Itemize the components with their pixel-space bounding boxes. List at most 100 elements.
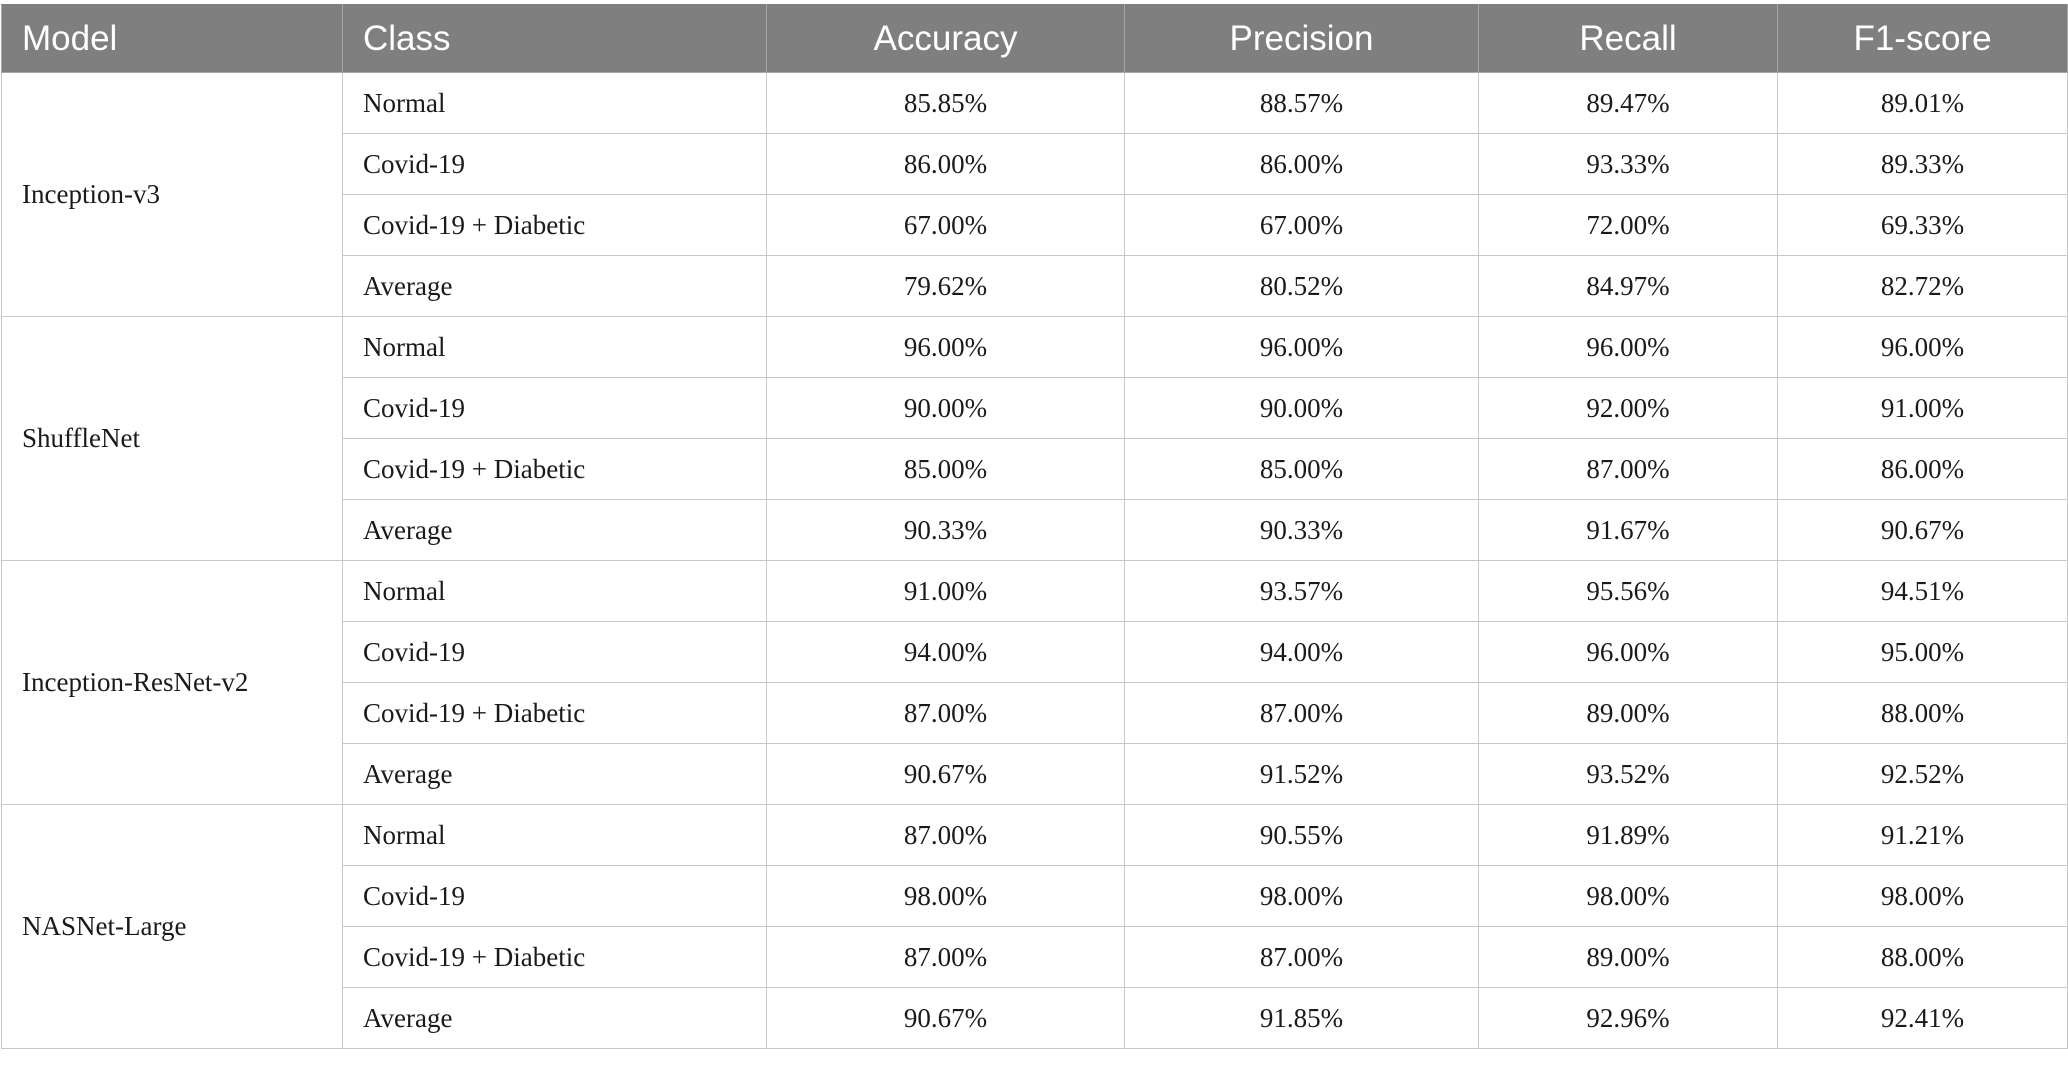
recall-cell: 98.00% <box>1478 865 1778 927</box>
recall-cell: 89.47% <box>1478 72 1778 134</box>
model-cell: Inception-v3 <box>1 72 343 317</box>
table-row: Covid-19 94.00% 94.00% 96.00% 95.00% <box>2 621 2068 683</box>
precision-cell: 87.00% <box>1124 682 1479 744</box>
results-table: Model Class Accuracy Precision Recall F1… <box>1 4 2068 1049</box>
accuracy-cell: 94.00% <box>766 621 1125 683</box>
precision-cell: 86.00% <box>1124 133 1479 195</box>
table-row: Covid-19 + Diabetic 87.00% 87.00% 89.00%… <box>2 682 2068 744</box>
accuracy-cell: 90.00% <box>766 377 1125 439</box>
precision-cell: 85.00% <box>1124 438 1479 500</box>
table-row: Covid-19 + Diabetic 87.00% 87.00% 89.00%… <box>2 926 2068 988</box>
model-cell: Inception-ResNet-v2 <box>1 560 343 805</box>
precision-cell: 90.55% <box>1124 804 1479 866</box>
accuracy-cell: 90.67% <box>766 987 1125 1049</box>
table-row: Average 90.67% 91.85% 92.96% 92.41% <box>2 987 2068 1049</box>
table-row: NASNet-Large Normal 87.00% 90.55% 91.89%… <box>1 804 2068 1049</box>
accuracy-cell: 87.00% <box>766 926 1125 988</box>
f1-cell: 88.00% <box>1777 926 2068 988</box>
class-cell: Normal <box>342 72 767 134</box>
recall-cell: 91.67% <box>1478 499 1778 561</box>
accuracy-cell: 96.00% <box>766 316 1125 378</box>
recall-cell: 96.00% <box>1478 316 1778 378</box>
f1-cell: 89.01% <box>1777 72 2068 134</box>
header-precision: Precision <box>1124 4 1479 73</box>
model-cell: NASNet-Large <box>1 804 343 1049</box>
class-cell: Normal <box>342 316 767 378</box>
header-row: Model Class Accuracy Precision Recall F1… <box>1 4 2068 73</box>
class-cell: Covid-19 <box>342 621 767 683</box>
table-row: Average 90.33% 90.33% 91.67% 90.67% <box>2 499 2068 561</box>
table-body: Inception-v3 Normal 85.85% 88.57% 89.47%… <box>1 72 2068 1049</box>
f1-cell: 95.00% <box>1777 621 2068 683</box>
precision-cell: 91.85% <box>1124 987 1479 1049</box>
recall-cell: 96.00% <box>1478 621 1778 683</box>
table-row: Covid-19 + Diabetic 85.00% 85.00% 87.00%… <box>2 438 2068 500</box>
precision-cell: 93.57% <box>1124 560 1479 622</box>
accuracy-cell: 85.00% <box>766 438 1125 500</box>
f1-cell: 69.33% <box>1777 194 2068 256</box>
header-accuracy: Accuracy <box>766 4 1125 73</box>
precision-cell: 88.57% <box>1124 72 1479 134</box>
accuracy-cell: 79.62% <box>766 255 1125 317</box>
f1-cell: 92.52% <box>1777 743 2068 805</box>
table-row: Covid-19 98.00% 98.00% 98.00% 98.00% <box>2 865 2068 927</box>
class-cell: Normal <box>342 560 767 622</box>
precision-cell: 80.52% <box>1124 255 1479 317</box>
class-cell: Covid-19 + Diabetic <box>342 926 767 988</box>
recall-cell: 92.96% <box>1478 987 1778 1049</box>
precision-cell: 94.00% <box>1124 621 1479 683</box>
precision-cell: 67.00% <box>1124 194 1479 256</box>
class-cell: Covid-19 + Diabetic <box>342 194 767 256</box>
recall-cell: 92.00% <box>1478 377 1778 439</box>
accuracy-cell: 85.85% <box>766 72 1125 134</box>
class-cell: Covid-19 + Diabetic <box>342 682 767 744</box>
class-cell: Covid-19 <box>342 133 767 195</box>
recall-cell: 93.33% <box>1478 133 1778 195</box>
f1-cell: 91.00% <box>1777 377 2068 439</box>
precision-cell: 90.33% <box>1124 499 1479 561</box>
f1-cell: 88.00% <box>1777 682 2068 744</box>
precision-cell: 98.00% <box>1124 865 1479 927</box>
recall-cell: 93.52% <box>1478 743 1778 805</box>
class-cell: Average <box>342 743 767 805</box>
accuracy-cell: 90.67% <box>766 743 1125 805</box>
header-model: Model <box>1 4 343 73</box>
recall-cell: 91.89% <box>1478 804 1778 866</box>
class-cell: Normal <box>342 804 767 866</box>
accuracy-cell: 90.33% <box>766 499 1125 561</box>
accuracy-cell: 87.00% <box>766 804 1125 866</box>
recall-cell: 84.97% <box>1478 255 1778 317</box>
recall-cell: 95.56% <box>1478 560 1778 622</box>
header-recall: Recall <box>1478 4 1778 73</box>
f1-cell: 86.00% <box>1777 438 2068 500</box>
accuracy-cell: 86.00% <box>766 133 1125 195</box>
table-row: Covid-19 + Diabetic 67.00% 67.00% 72.00%… <box>2 194 2068 256</box>
precision-cell: 90.00% <box>1124 377 1479 439</box>
f1-cell: 90.67% <box>1777 499 2068 561</box>
table-row: Covid-19 90.00% 90.00% 92.00% 91.00% <box>2 377 2068 439</box>
precision-cell: 96.00% <box>1124 316 1479 378</box>
class-cell: Average <box>342 987 767 1049</box>
recall-cell: 89.00% <box>1478 682 1778 744</box>
f1-cell: 82.72% <box>1777 255 2068 317</box>
accuracy-cell: 91.00% <box>766 560 1125 622</box>
table-header: Model Class Accuracy Precision Recall F1… <box>1 4 2068 73</box>
header-class: Class <box>342 4 767 73</box>
table-row: ShuffleNet Normal 96.00% 96.00% 96.00% 9… <box>1 316 2068 561</box>
table-row: Inception-ResNet-v2 Normal 91.00% 93.57%… <box>1 560 2068 805</box>
class-cell: Covid-19 <box>342 865 767 927</box>
class-cell: Average <box>342 499 767 561</box>
f1-cell: 98.00% <box>1777 865 2068 927</box>
precision-cell: 87.00% <box>1124 926 1479 988</box>
accuracy-cell: 67.00% <box>766 194 1125 256</box>
class-cell: Covid-19 <box>342 377 767 439</box>
f1-cell: 94.51% <box>1777 560 2068 622</box>
recall-cell: 72.00% <box>1478 194 1778 256</box>
recall-cell: 87.00% <box>1478 438 1778 500</box>
table-row: Average 79.62% 80.52% 84.97% 82.72% <box>2 255 2068 317</box>
table-row: Inception-v3 Normal 85.85% 88.57% 89.47%… <box>1 72 2068 317</box>
class-cell: Average <box>342 255 767 317</box>
model-cell: ShuffleNet <box>1 316 343 561</box>
recall-cell: 89.00% <box>1478 926 1778 988</box>
